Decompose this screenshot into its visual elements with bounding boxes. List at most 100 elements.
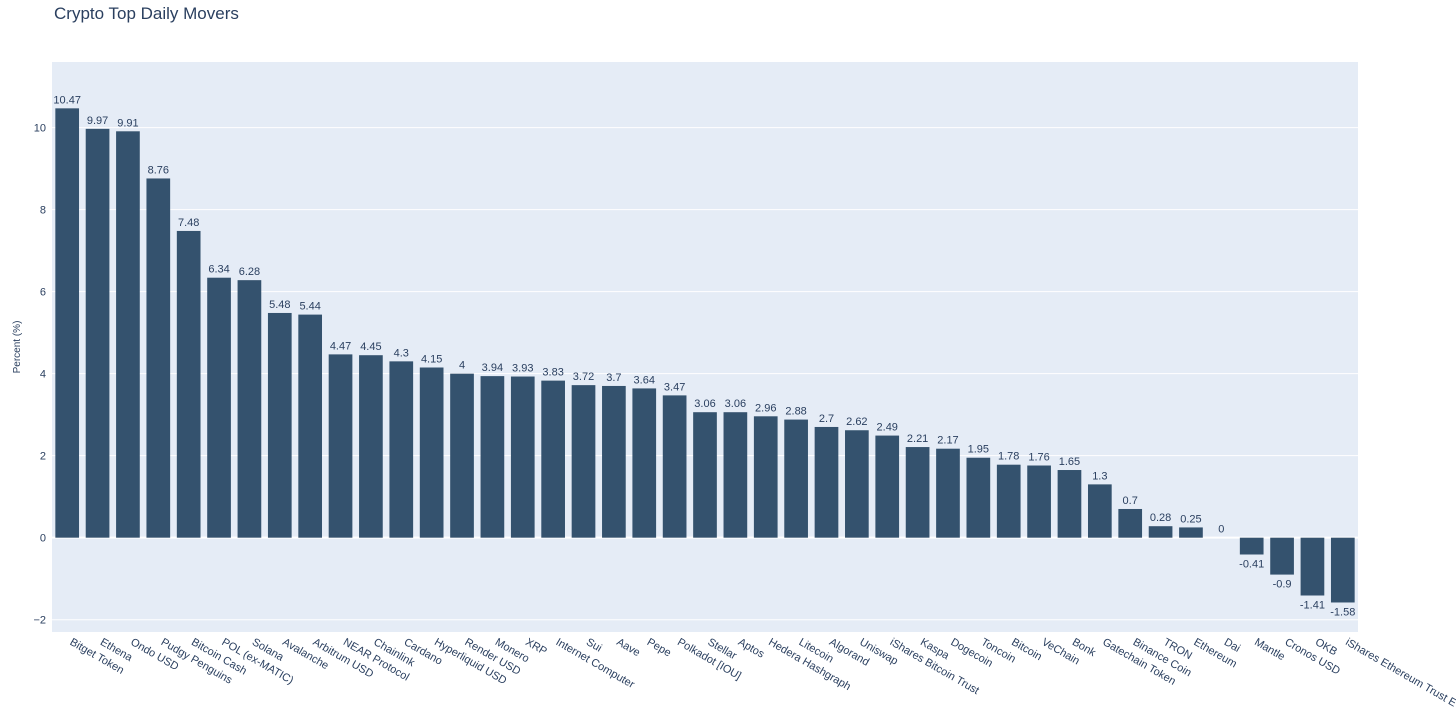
bar xyxy=(207,277,231,538)
data-label: 5.48 xyxy=(269,299,290,311)
bar xyxy=(966,457,991,538)
bar xyxy=(55,108,80,538)
bar xyxy=(753,416,778,538)
data-label: 4.15 xyxy=(421,354,442,366)
bar xyxy=(267,312,292,538)
x-tick-label: iShares Ethereum Trust ETF xyxy=(1343,636,1456,715)
y-tick-label: 10 xyxy=(34,123,46,135)
data-label: 2.17 xyxy=(937,435,958,447)
data-label: 0 xyxy=(1218,524,1224,536)
bar xyxy=(1057,470,1082,538)
y-tick-label: 8 xyxy=(40,205,46,217)
data-label: -1.41 xyxy=(1300,600,1325,612)
x-tick-label: Pepe xyxy=(645,636,673,659)
data-label: 1.95 xyxy=(968,444,989,456)
data-label: 3.94 xyxy=(482,362,503,374)
data-label: -0.9 xyxy=(1273,579,1292,591)
data-label: 1.65 xyxy=(1059,456,1080,468)
data-label: 9.97 xyxy=(87,115,108,127)
bar xyxy=(116,131,140,538)
data-label: 4 xyxy=(459,360,465,372)
bar xyxy=(237,280,262,538)
data-label: 1.78 xyxy=(998,451,1019,463)
bar xyxy=(905,447,930,538)
bar xyxy=(1148,526,1173,538)
bar xyxy=(875,435,900,538)
data-label: 2.62 xyxy=(846,416,867,428)
x-tick-label: Aptos xyxy=(736,636,767,661)
data-label: 4.45 xyxy=(360,341,381,353)
bar xyxy=(784,419,808,538)
y-tick-label: 6 xyxy=(40,287,46,299)
data-label: 3.83 xyxy=(542,367,563,379)
y-tick-label: 0 xyxy=(40,533,46,545)
bar xyxy=(450,373,474,538)
bar xyxy=(389,361,414,538)
bar xyxy=(176,230,201,538)
bar xyxy=(936,448,960,538)
bar xyxy=(328,354,353,538)
data-label: -0.41 xyxy=(1239,558,1264,570)
y-tick-label: 2 xyxy=(40,451,46,463)
bar xyxy=(541,380,565,538)
data-label: 3.93 xyxy=(512,363,533,375)
data-label: 3.06 xyxy=(694,398,715,410)
data-label: 0.7 xyxy=(1123,495,1138,507)
bar xyxy=(146,178,171,538)
bar xyxy=(814,426,839,538)
data-label: 0.28 xyxy=(1150,512,1171,524)
y-axis-title: Percent (%) xyxy=(12,321,23,374)
y-tick-label: 4 xyxy=(40,369,46,381)
x-tick-label: Mantle xyxy=(1252,636,1287,663)
data-label: 3.7 xyxy=(606,372,621,384)
x-tick-label: Aave xyxy=(614,636,642,659)
data-label: 4.47 xyxy=(330,340,351,352)
data-label: 1.76 xyxy=(1028,452,1049,464)
bar xyxy=(85,128,110,538)
bar xyxy=(1330,537,1355,603)
data-label: 2.21 xyxy=(907,433,928,445)
bar xyxy=(510,376,535,538)
bar xyxy=(723,412,748,538)
bar xyxy=(1087,484,1112,538)
data-label: 1.3 xyxy=(1092,470,1107,482)
data-label: 3.47 xyxy=(664,381,685,393)
bar xyxy=(359,355,383,538)
bar xyxy=(1179,527,1203,538)
bar xyxy=(845,430,869,538)
data-label: 3.64 xyxy=(634,374,655,386)
data-label: 6.34 xyxy=(208,264,229,276)
chart-title: Crypto Top Daily Movers xyxy=(54,4,239,23)
bar xyxy=(419,367,444,538)
data-label: 6.28 xyxy=(239,266,260,278)
bar xyxy=(632,388,657,538)
data-label: 9.91 xyxy=(117,117,138,129)
data-label: 0.25 xyxy=(1180,513,1201,525)
data-label: 2.7 xyxy=(819,413,834,425)
bar xyxy=(298,314,323,538)
bar xyxy=(693,412,717,538)
data-label: 8.76 xyxy=(148,164,169,176)
data-label: 2.88 xyxy=(785,406,806,418)
bar xyxy=(662,395,687,538)
data-label: 7.48 xyxy=(178,217,199,229)
data-label: 10.47 xyxy=(53,94,81,106)
bar xyxy=(1027,465,1051,538)
bar xyxy=(480,376,505,538)
data-label: 3.06 xyxy=(725,398,746,410)
data-label: 2.96 xyxy=(755,402,776,414)
bar xyxy=(1118,508,1143,538)
data-label: 2.49 xyxy=(877,422,898,434)
data-label: 5.44 xyxy=(299,301,320,313)
data-label: 4.3 xyxy=(394,347,409,359)
data-label: -1.58 xyxy=(1330,606,1355,618)
bar xyxy=(996,464,1021,538)
y-tick-label: −2 xyxy=(33,615,46,627)
bar xyxy=(1270,537,1294,575)
bar xyxy=(1300,537,1325,596)
bar xyxy=(571,385,596,538)
data-label: 3.72 xyxy=(573,371,594,383)
bar xyxy=(602,385,626,538)
bar xyxy=(1239,537,1264,555)
